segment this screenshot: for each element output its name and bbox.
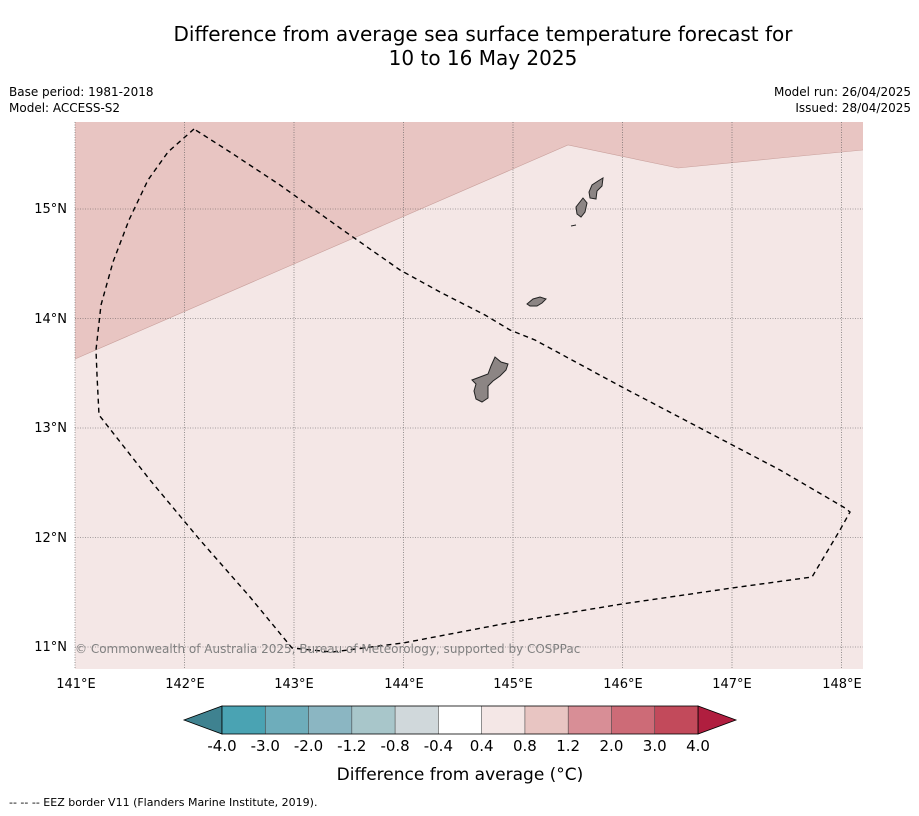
colorbar-segment [222, 706, 266, 734]
colorbar-tick-label: -0.4 [424, 737, 453, 755]
lon-label-147: 147°E [712, 677, 752, 692]
colorbar-tick-label: 2.0 [600, 737, 624, 755]
lat-label-12: 12°N [34, 531, 67, 546]
colorbar-tick-label: 1.2 [556, 737, 580, 755]
colorbar-frame [221, 705, 699, 735]
colorbar-tick-label: -2.0 [294, 737, 323, 755]
title-line-2: 10 to 16 May 2025 [388, 46, 578, 70]
lat-labels: 15°N 14°N 13°N 12°N 11°N [34, 202, 67, 655]
sst-band-0.8-1.2 [75, 122, 863, 359]
gridlines [74, 122, 863, 669]
lat-label-15: 15°N [34, 202, 67, 217]
colorbar: -4.0 -3.0 -2.0 -1.2 -0.8 -0.4 0.4 0.8 1.2 2.0 3.0 4… [182, 705, 738, 755]
copyright-notice: © Commonwealth of Australia 2025, Bureau… [75, 642, 580, 656]
map-panel: © Commonwealth of Australia 2025, Bureau… [74, 122, 864, 669]
colorbar-tick-label: 0.4 [470, 737, 494, 755]
eez-footnote: -- -- -- EEZ border V11 (Flanders Marine… [9, 796, 318, 809]
lon-label-146: 146°E [603, 677, 643, 692]
colorbar-tick-label: -1.2 [337, 737, 366, 755]
meta-right: Model run: 26/04/2025 Issued: 28/04/2025 [774, 84, 911, 116]
colorbar-segment [308, 706, 352, 734]
island-guam [471, 356, 509, 403]
model-run: Model run: 26/04/2025 [773, 85, 911, 99]
lat-label-11: 11°N [34, 640, 67, 655]
lon-label-141: 141°E [56, 677, 96, 692]
title-line-1: Difference from average sea surface temp… [173, 22, 793, 46]
lon-labels: 141°E 142°E 143°E 144°E 145°E 146°E 147°… [56, 677, 862, 692]
island-aguijan [570, 224, 577, 227]
lat-label-14: 14°N [34, 312, 67, 327]
base-period: Base period: 1981-2018 [9, 85, 154, 99]
lat-label-13: 13°N [34, 421, 67, 436]
model-name: Model: ACCESS-S2 [9, 101, 121, 115]
colorbar-label: Difference from average (°C) [337, 765, 584, 785]
colorbar-segment [568, 706, 612, 734]
map-title: Difference from average sea surface temp… [0, 22, 919, 70]
colorbar-segment [395, 706, 439, 734]
colorbar-segment [351, 706, 396, 734]
colorbar-segment [611, 706, 655, 734]
issued-date: Issued: 28/04/2025 [795, 101, 911, 115]
colorbar-tick-label: 3.0 [643, 737, 667, 755]
colorbar-extend-low [182, 705, 223, 735]
island-rota [526, 296, 547, 307]
colorbar-segment [654, 706, 698, 734]
island-tinian [575, 197, 588, 218]
colorbar-tick-label: 0.8 [513, 737, 537, 755]
colorbar-extend-high [697, 705, 738, 735]
lon-label-144: 144°E [384, 677, 424, 692]
colorbar-segment [481, 706, 525, 734]
eez-border [95, 128, 851, 653]
colorbar-segment [265, 706, 309, 734]
islands [471, 177, 604, 403]
colorbar-tick-label: 4.0 [686, 737, 710, 755]
lon-label-145: 145°E [493, 677, 533, 692]
colorbar-tick-label: -0.8 [380, 737, 409, 755]
meta-left: Base period: 1981-2018 Model: ACCESS-S2 [9, 84, 154, 116]
colorbar-tick-label: -3.0 [251, 737, 280, 755]
colorbar-tick-label: -4.0 [207, 737, 236, 755]
colorbar-segment [524, 706, 569, 734]
lon-label-142: 142°E [165, 677, 205, 692]
lon-label-148: 148°E [822, 677, 862, 692]
island-saipan [588, 177, 604, 200]
sst-contour [74, 144, 864, 360]
lon-label-143: 143°E [274, 677, 314, 692]
colorbar-segment [438, 706, 482, 734]
